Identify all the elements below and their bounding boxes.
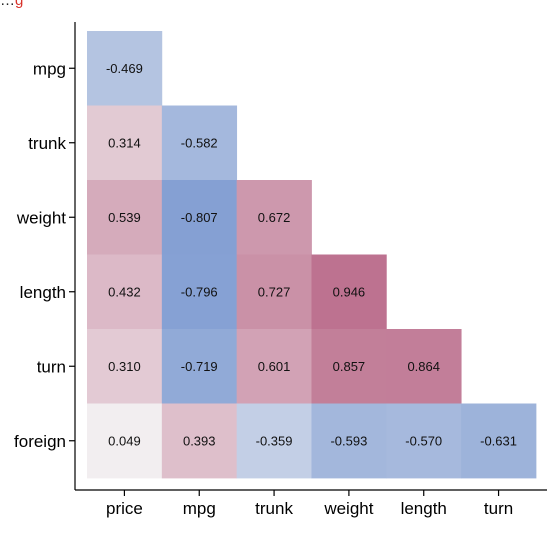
x-tick-label: weight (323, 499, 373, 518)
x-tick-label: length (401, 499, 447, 518)
x-tick-label: mpg (183, 499, 216, 518)
y-tick-label: weight (16, 208, 66, 227)
heatmap-cell (386, 403, 462, 479)
heatmap-cell (87, 329, 163, 404)
heatmap-cell (461, 403, 537, 479)
y-tick-label: mpg (33, 59, 66, 78)
cell-value-label: 0.314 (108, 135, 141, 150)
x-tick-label: price (106, 499, 143, 518)
cell-value-label: 0.539 (108, 210, 141, 225)
heatmap-cell (161, 254, 238, 330)
x-tick-label: trunk (255, 499, 293, 518)
top-caption: …g (0, 0, 560, 9)
top-caption-text: … (0, 0, 15, 9)
y-tick-label: trunk (28, 134, 66, 153)
heatmap-cell (236, 180, 312, 255)
cell-value-label: 0.393 (183, 433, 216, 448)
heatmap-cell (87, 180, 163, 255)
y-tick-label: foreign (14, 432, 66, 451)
cell-value-label: 0.310 (108, 359, 141, 374)
top-caption-highlight: g (15, 0, 24, 9)
y-tick-label: turn (37, 357, 66, 376)
y-tick-label: length (20, 283, 66, 302)
cell-value-label: 0.432 (108, 284, 141, 299)
heatmap-cell (161, 180, 238, 255)
cell-value-label: 0.727 (258, 284, 291, 299)
cell-value-label: 0.857 (333, 359, 366, 374)
x-tick-label: turn (484, 499, 513, 518)
cell-value-label: 0.601 (258, 359, 291, 374)
cell-value-label: -0.631 (480, 433, 517, 448)
cell-value-label: -0.593 (330, 433, 367, 448)
heatmap-cell (236, 254, 312, 330)
cell-value-label: -0.719 (181, 359, 218, 374)
cell-value-label: -0.807 (181, 210, 218, 225)
heatmap-cell (87, 403, 163, 479)
cell-value-label: -0.570 (405, 433, 442, 448)
cell-value-label: -0.796 (181, 284, 218, 299)
cell-value-label: 0.946 (333, 284, 366, 299)
heatmap-cell (311, 329, 387, 404)
cell-value-label: 0.864 (407, 359, 440, 374)
cell-value-label: -0.359 (256, 433, 293, 448)
cell-value-label: 0.049 (108, 433, 141, 448)
heatmap-cell (311, 403, 387, 479)
cell-value-label: -0.469 (106, 61, 143, 76)
cell-value-label: 0.672 (258, 210, 291, 225)
heatmap-cell (87, 105, 163, 181)
heatmap-cell (236, 329, 312, 404)
heatmap-cell (236, 403, 312, 479)
heatmap-cell (87, 31, 163, 106)
heatmap-cell (161, 403, 238, 479)
heatmap-cell (311, 254, 387, 330)
heatmap-cell (386, 329, 462, 404)
heatmap-cell (87, 254, 163, 330)
heatmap-cell (161, 329, 238, 404)
heatmap-cell (161, 105, 238, 181)
cell-value-label: -0.582 (181, 135, 218, 150)
